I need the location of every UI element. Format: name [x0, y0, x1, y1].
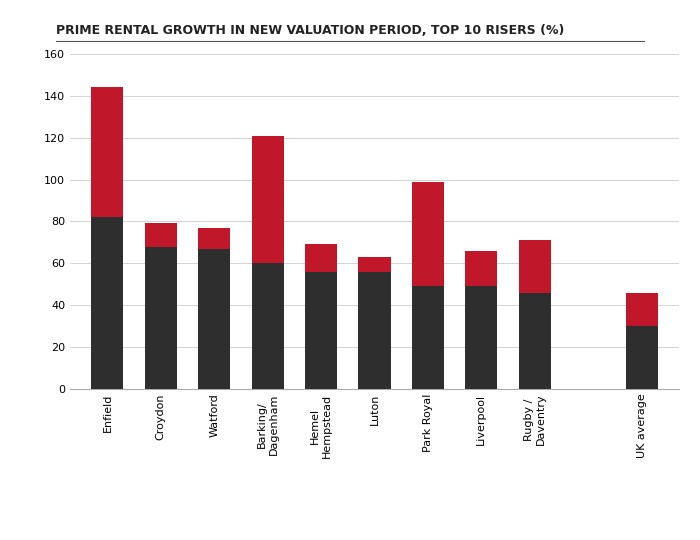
Bar — [305, 245, 337, 272]
Bar — [626, 293, 657, 326]
Bar — [412, 181, 444, 286]
Bar — [251, 263, 284, 389]
Bar — [145, 246, 177, 389]
Bar — [358, 257, 391, 272]
Bar — [519, 293, 551, 389]
Bar — [92, 217, 123, 389]
Bar — [626, 326, 657, 389]
Bar — [412, 286, 444, 389]
Bar — [305, 272, 337, 389]
Text: PRIME RENTAL GROWTH IN NEW VALUATION PERIOD, TOP 10 RISERS (%): PRIME RENTAL GROWTH IN NEW VALUATION PER… — [56, 24, 564, 37]
Bar — [198, 228, 230, 248]
Bar — [145, 224, 177, 246]
Legend: Revaluation period (April 2015 to April 2021), Growth since April 2021: Revaluation period (April 2015 to April … — [111, 538, 577, 540]
Bar — [466, 286, 498, 389]
Bar — [519, 240, 551, 293]
Bar — [198, 248, 230, 389]
Bar — [251, 136, 284, 263]
Bar — [92, 87, 123, 217]
Bar — [358, 272, 391, 389]
Bar — [466, 251, 498, 286]
